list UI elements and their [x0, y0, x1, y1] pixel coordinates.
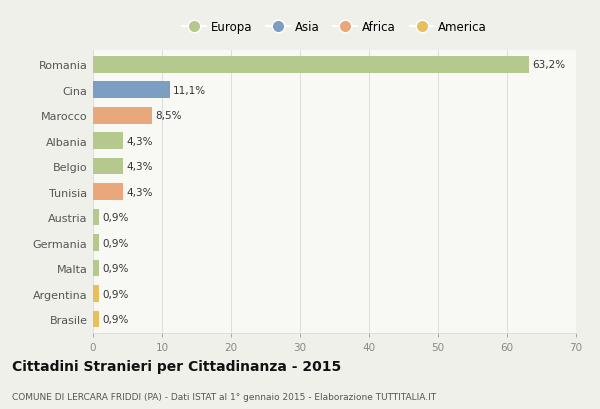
Text: 0,9%: 0,9%	[103, 238, 129, 248]
Bar	[93, 82, 170, 99]
Bar	[93, 57, 529, 73]
Bar	[93, 108, 152, 124]
Text: 0,9%: 0,9%	[103, 213, 129, 222]
Text: 4,3%: 4,3%	[126, 136, 152, 146]
Text: COMUNE DI LERCARA FRIDDI (PA) - Dati ISTAT al 1° gennaio 2015 - Elaborazione TUT: COMUNE DI LERCARA FRIDDI (PA) - Dati IST…	[12, 392, 436, 401]
Text: 4,3%: 4,3%	[126, 187, 152, 197]
Text: 0,9%: 0,9%	[103, 289, 129, 299]
Bar	[93, 260, 99, 277]
Bar	[93, 209, 99, 226]
Text: 11,1%: 11,1%	[173, 85, 206, 96]
Bar	[93, 311, 99, 328]
Bar	[93, 235, 99, 252]
Text: 0,9%: 0,9%	[103, 315, 129, 324]
Legend: Europa, Asia, Africa, America: Europa, Asia, Africa, America	[179, 18, 490, 38]
Bar	[93, 133, 122, 150]
Text: 63,2%: 63,2%	[533, 60, 566, 70]
Text: 0,9%: 0,9%	[103, 263, 129, 274]
Bar	[93, 285, 99, 302]
Text: 4,3%: 4,3%	[126, 162, 152, 172]
Bar	[93, 184, 122, 200]
Bar	[93, 159, 122, 175]
Text: 8,5%: 8,5%	[155, 111, 182, 121]
Text: Cittadini Stranieri per Cittadinanza - 2015: Cittadini Stranieri per Cittadinanza - 2…	[12, 359, 341, 373]
